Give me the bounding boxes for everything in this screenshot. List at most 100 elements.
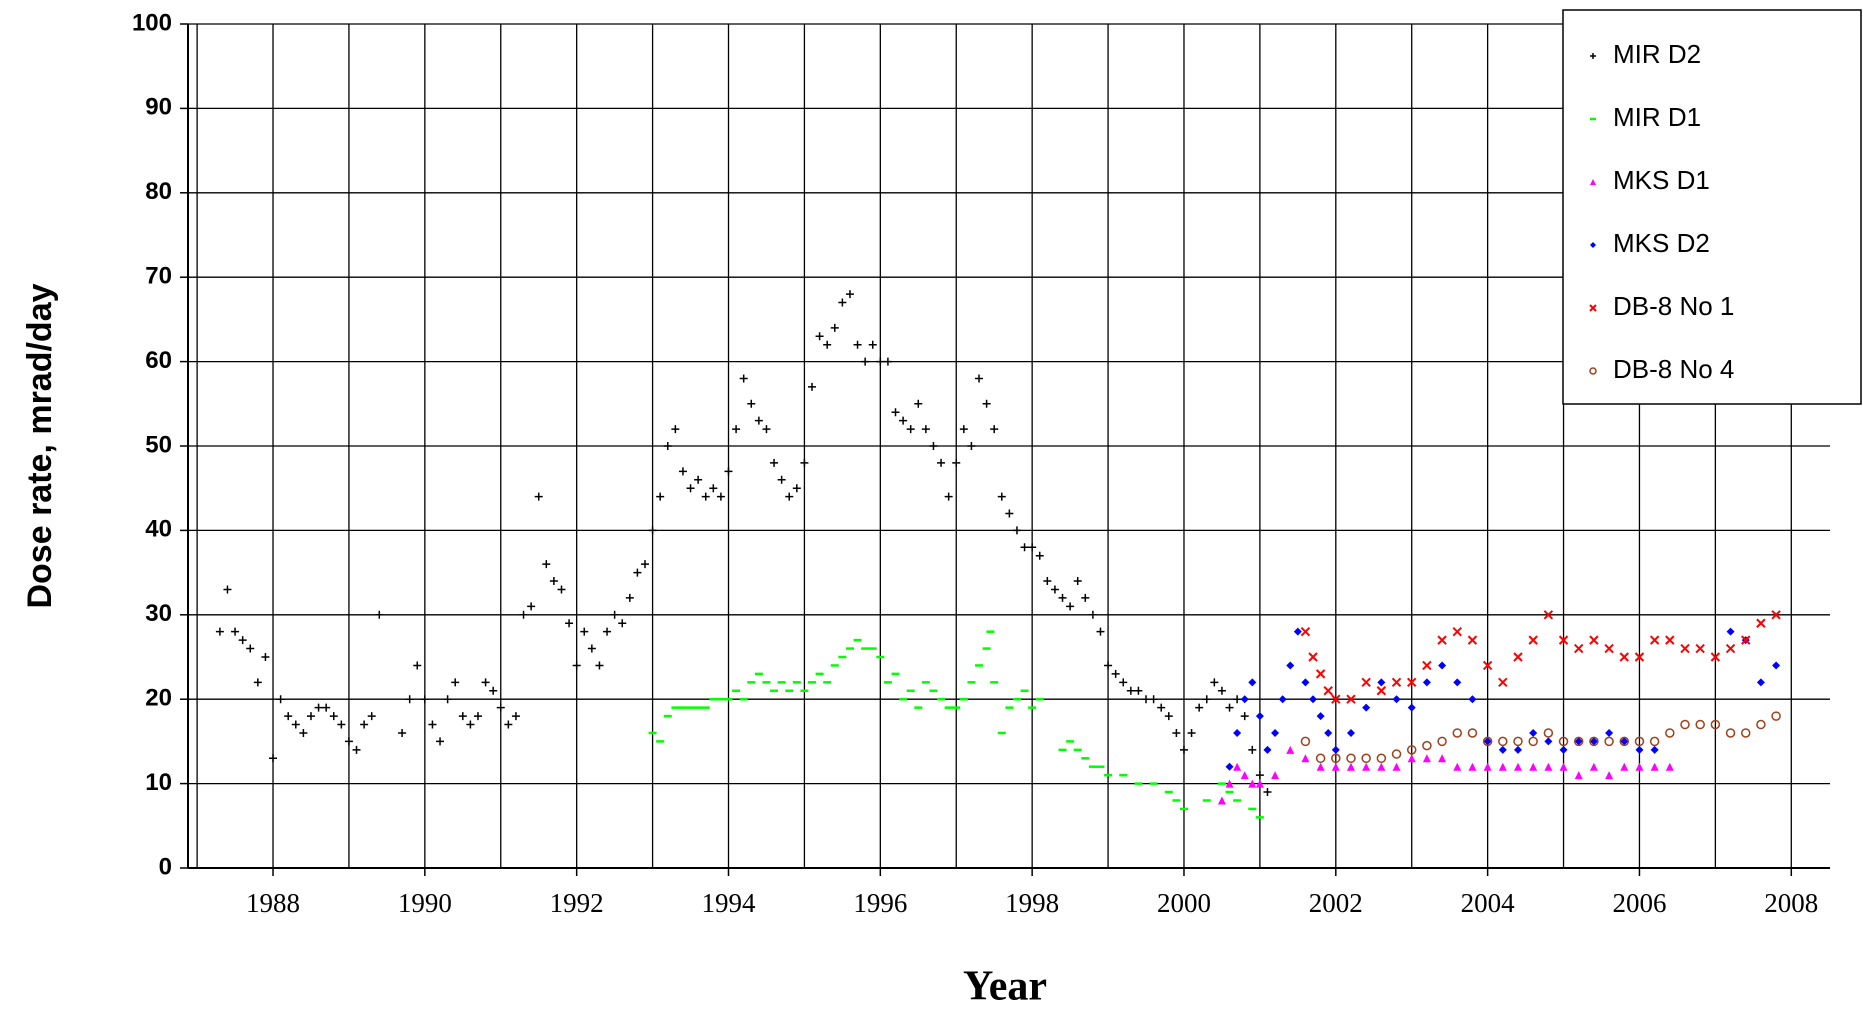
data-point	[1248, 678, 1257, 687]
data-point	[1513, 745, 1522, 754]
data-point	[1407, 677, 1417, 688]
data-point	[1392, 695, 1401, 704]
data-point	[1589, 736, 1599, 747]
data-point	[1725, 643, 1736, 654]
data-point	[1225, 779, 1234, 788]
data-point	[1498, 745, 1507, 754]
data-point	[694, 475, 703, 484]
data-point	[405, 695, 414, 704]
data-point	[625, 593, 634, 602]
y-tick-label: 50	[145, 431, 172, 458]
data-point	[709, 484, 718, 493]
y-tick-label: 100	[132, 9, 172, 36]
data-point	[1331, 694, 1341, 704]
data-point	[1741, 635, 1751, 645]
data-point	[420, 695, 429, 704]
data-point	[1187, 728, 1196, 737]
data-point	[1362, 762, 1371, 771]
data-point	[1771, 610, 1781, 620]
data-point	[1157, 703, 1166, 712]
data-point	[565, 619, 574, 628]
legend-label: DB-8 No 1	[1613, 291, 1734, 321]
data-point	[1513, 736, 1523, 747]
data-point	[1620, 762, 1629, 771]
data-point	[1240, 695, 1249, 704]
data-point	[678, 467, 687, 476]
data-point	[1028, 543, 1037, 552]
data-point	[1680, 719, 1690, 730]
data-point	[808, 382, 817, 391]
data-point	[990, 425, 999, 434]
data-point	[1634, 652, 1645, 662]
data-point	[572, 661, 581, 670]
data-point	[1361, 753, 1371, 764]
data-point	[238, 636, 247, 645]
data-point	[959, 425, 968, 434]
data-point	[1058, 593, 1067, 602]
data-point	[1422, 678, 1431, 687]
y-tick-label: 0	[159, 853, 172, 880]
y-tick-label: 60	[145, 347, 172, 374]
data-point	[436, 737, 445, 746]
data-point	[1665, 728, 1675, 738]
x-tick-label: 1988	[246, 888, 300, 918]
data-point	[1202, 695, 1211, 704]
data-point	[352, 745, 361, 754]
data-point	[458, 712, 467, 721]
data-point	[830, 323, 839, 332]
data-point	[322, 703, 331, 712]
data-point	[1126, 686, 1135, 695]
data-point	[656, 492, 665, 501]
data-point	[853, 340, 862, 349]
data-point	[1286, 661, 1295, 670]
data-point	[1210, 678, 1219, 687]
data-point	[1635, 762, 1644, 771]
data-point	[1271, 728, 1280, 737]
data-point	[845, 290, 854, 299]
data-point	[1544, 737, 1553, 746]
data-point	[1573, 736, 1584, 747]
data-point	[1665, 762, 1674, 771]
data-point	[1756, 719, 1766, 730]
data-point	[1544, 762, 1553, 771]
data-point	[284, 712, 293, 721]
data-point	[1300, 626, 1311, 637]
y-tick-label: 70	[145, 263, 172, 290]
data-point	[792, 484, 801, 493]
data-point	[1772, 661, 1781, 670]
y-axis-label: Dose rate, mrad/day	[21, 283, 59, 608]
data-point	[1468, 695, 1477, 704]
data-point	[1528, 635, 1538, 645]
legend-marker	[1590, 53, 1596, 59]
data-point	[1558, 736, 1569, 747]
data-point	[1300, 736, 1311, 747]
data-point	[1467, 728, 1478, 738]
data-point	[1529, 762, 1538, 771]
data-point	[1513, 652, 1523, 662]
data-point	[1255, 712, 1264, 721]
data-point	[716, 492, 725, 501]
data-point	[1308, 652, 1318, 662]
legend-marker	[1590, 179, 1596, 185]
data-point	[1035, 551, 1044, 560]
data-point	[1271, 771, 1280, 780]
data-point	[906, 425, 915, 434]
data-point	[921, 425, 930, 434]
data-point	[1498, 677, 1508, 688]
data-point	[1096, 627, 1105, 636]
data-point	[1217, 796, 1226, 805]
data-point	[1483, 762, 1492, 771]
data-point	[1695, 643, 1705, 654]
data-point	[527, 602, 536, 611]
data-point	[1361, 677, 1371, 688]
y-tick-label: 80	[145, 178, 172, 205]
data-point	[1695, 719, 1705, 730]
data-point	[1134, 686, 1143, 695]
data-point	[1437, 635, 1447, 645]
data-point	[1377, 762, 1386, 771]
data-point	[1498, 762, 1507, 771]
data-point	[610, 610, 619, 619]
y-tick-label: 90	[145, 94, 172, 121]
data-point	[428, 720, 437, 729]
